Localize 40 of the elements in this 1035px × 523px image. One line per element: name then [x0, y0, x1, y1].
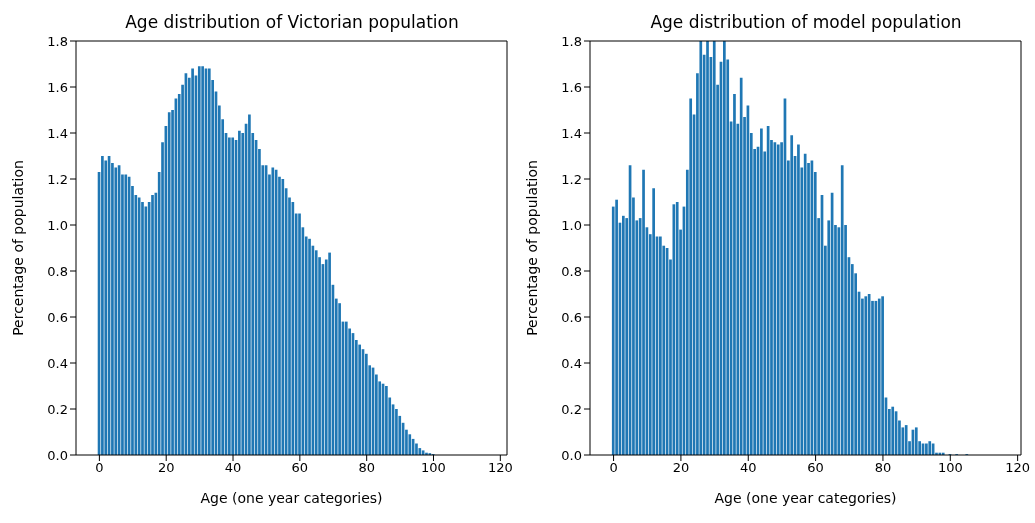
x-tick-label: 120	[487, 460, 513, 476]
x-tick-label: 20	[157, 460, 175, 476]
x-tick-label: 100	[421, 460, 446, 476]
x-tick-label: 40	[739, 460, 757, 476]
y-tick-label: 0.0	[561, 447, 582, 463]
y-tick-label: 1.4	[561, 125, 582, 141]
x-tick-label: 40	[224, 460, 242, 476]
y-tick-label: 1.6	[47, 79, 68, 95]
x-tick-label: 60	[291, 460, 309, 476]
x-tick-label: 120	[1005, 460, 1031, 476]
x-tick-label: 20	[672, 460, 690, 476]
x-tick-label: 100	[937, 460, 963, 476]
y-tick-label: 1.2	[47, 171, 68, 187]
y-tick-label: 0.6	[47, 309, 68, 325]
x-axis-title: Age (one year categories)	[200, 490, 383, 506]
y-tick-label: 1.6	[561, 79, 582, 95]
x-tick-label: 80	[358, 460, 375, 476]
y-tick-label: 0.2	[561, 401, 582, 417]
x-tick-label: 0	[95, 460, 104, 476]
x-tick-label: 0	[609, 460, 618, 476]
y-axis-title: Percentage of population	[523, 160, 540, 336]
y-tick-label: 1.4	[47, 125, 68, 141]
x-tick-label: 80	[874, 460, 892, 476]
y-tick-label: 1.8	[561, 33, 582, 49]
y-tick-label: 0.8	[561, 263, 582, 279]
x-axis-title: Age (one year categories)	[714, 490, 897, 506]
chart-title: Age distribution of Victorian population	[124, 12, 460, 32]
y-tick-label: 1.2	[561, 171, 582, 187]
y-tick-label: 1.0	[47, 217, 68, 233]
y-axis-title: Percentage of population	[9, 160, 26, 336]
y-tick-label: 0.2	[47, 401, 68, 417]
y-tick-label: 1.0	[561, 217, 582, 233]
chart-title: Age distribution of model population	[649, 12, 963, 32]
y-tick-label: 0.4	[561, 355, 582, 371]
y-tick-label: 0.0	[47, 447, 68, 463]
y-tick-label: 1.8	[47, 33, 68, 49]
y-tick-label: 0.8	[47, 263, 68, 279]
y-tick-label: 0.4	[47, 355, 68, 371]
y-tick-label: 0.6	[561, 309, 582, 325]
x-tick-label: 60	[807, 460, 824, 476]
